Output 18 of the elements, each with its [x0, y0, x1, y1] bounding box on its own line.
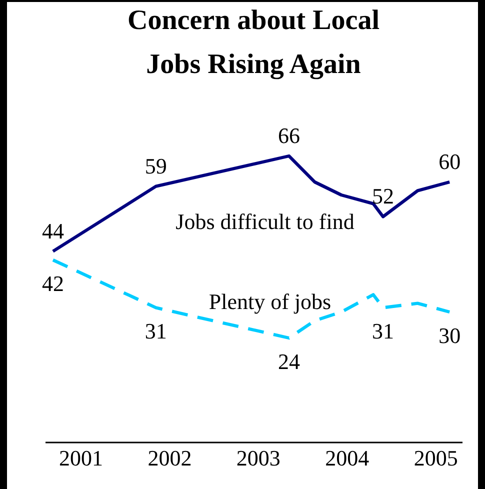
data-label: 59	[144, 153, 167, 178]
series-label: Jobs difficult to find	[176, 209, 354, 234]
chart-title: Concern about Local Jobs Rising Again	[128, 5, 380, 80]
x-tick-label: 2001	[58, 446, 103, 470]
series-label: Plenty of jobs	[208, 289, 332, 314]
x-tick-label: 2004	[325, 446, 370, 470]
x-tick-label: 2003	[236, 446, 280, 470]
x-tick-label: 2005	[414, 446, 458, 470]
data-label: 31	[372, 318, 394, 344]
data-label: 60	[438, 149, 461, 174]
data-label: 44	[42, 218, 64, 244]
data-label: 31	[144, 318, 167, 344]
x-tick-label: 2002	[148, 446, 192, 470]
data-label: 52	[372, 184, 394, 209]
data-label: 42	[42, 271, 64, 296]
data-label: 30	[438, 323, 461, 348]
data-label: 24	[278, 349, 300, 374]
data-label: 66	[278, 123, 300, 148]
